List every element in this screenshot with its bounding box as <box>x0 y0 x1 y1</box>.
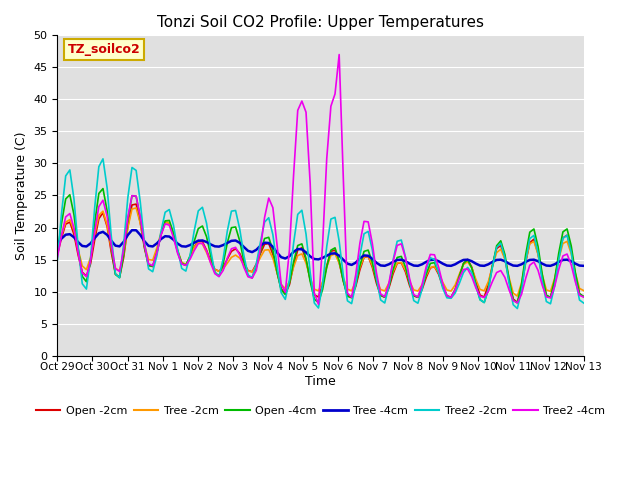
Tree2 -2cm <box>99 156 107 162</box>
Open -2cm <box>132 201 140 207</box>
Tree -4cm <box>54 240 61 246</box>
Tree2 -4cm <box>513 300 521 306</box>
Line: Open -4cm: Open -4cm <box>58 189 584 303</box>
Tree2 -2cm <box>273 263 281 268</box>
Open -2cm <box>273 270 281 276</box>
Open -2cm <box>509 296 517 302</box>
Line: Tree2 -4cm: Tree2 -4cm <box>58 55 584 304</box>
Open -4cm <box>563 226 571 232</box>
Tree2 -2cm <box>186 253 194 259</box>
Open -2cm <box>186 255 194 261</box>
Line: Tree -2cm: Tree -2cm <box>58 208 584 296</box>
Tree -2cm <box>331 251 339 257</box>
Tree2 -4cm <box>563 251 571 257</box>
Tree -2cm <box>186 255 194 261</box>
Tree -2cm <box>54 247 61 252</box>
Tree -2cm <box>273 269 281 275</box>
Y-axis label: Soil Temperature (C): Soil Temperature (C) <box>15 131 28 260</box>
Open -2cm <box>563 232 571 238</box>
Open -2cm <box>54 252 61 257</box>
Open -4cm <box>513 300 521 306</box>
Tree2 -4cm <box>331 91 339 97</box>
Title: Tonzi Soil CO2 Profile: Upper Temperatures: Tonzi Soil CO2 Profile: Upper Temperatur… <box>157 15 484 30</box>
Legend: Open -2cm, Tree -2cm, Open -4cm, Tree -4cm, Tree2 -2cm, Tree2 -4cm: Open -2cm, Tree -2cm, Open -4cm, Tree -4… <box>31 402 610 420</box>
X-axis label: Time: Time <box>305 375 336 388</box>
Tree2 -2cm <box>54 257 61 263</box>
Tree2 -2cm <box>509 302 517 308</box>
Tree2 -4cm <box>54 254 61 260</box>
Line: Tree2 -2cm: Tree2 -2cm <box>58 159 584 309</box>
Tree -2cm <box>563 239 571 244</box>
Line: Open -2cm: Open -2cm <box>58 204 584 302</box>
Open -4cm <box>54 250 61 255</box>
Tree -4cm <box>186 242 194 248</box>
Open -2cm <box>252 261 260 267</box>
Tree -2cm <box>252 263 260 269</box>
Open -4cm <box>99 186 107 192</box>
Tree2 -2cm <box>563 232 571 238</box>
Open -2cm <box>331 247 339 253</box>
Tree -4cm <box>331 251 339 256</box>
Tree2 -2cm <box>513 306 521 312</box>
Tree -2cm <box>132 205 140 211</box>
Tree2 -4cm <box>182 263 189 268</box>
Open -2cm <box>580 294 588 300</box>
Open -4cm <box>252 264 260 270</box>
Tree2 -4cm <box>248 275 256 281</box>
Tree -4cm <box>580 263 588 269</box>
Tree -4cm <box>252 247 260 252</box>
Tree2 -4cm <box>335 52 343 58</box>
Tree -4cm <box>273 250 281 255</box>
Text: TZ_soilco2: TZ_soilco2 <box>68 43 141 56</box>
Tree2 -4cm <box>580 294 588 300</box>
Tree -4cm <box>414 263 422 269</box>
Open -4cm <box>580 294 588 300</box>
Tree -4cm <box>563 257 571 263</box>
Tree2 -4cm <box>315 301 323 307</box>
Tree -2cm <box>513 293 521 299</box>
Tree2 -2cm <box>252 261 260 267</box>
Tree2 -2cm <box>331 215 339 220</box>
Open -4cm <box>273 269 281 275</box>
Open -4cm <box>186 253 194 259</box>
Open -4cm <box>331 245 339 251</box>
Line: Tree -4cm: Tree -4cm <box>58 230 584 266</box>
Tree -4cm <box>513 263 521 269</box>
Open -2cm <box>513 300 521 305</box>
Open -4cm <box>509 297 517 303</box>
Tree -4cm <box>128 228 136 233</box>
Tree2 -2cm <box>580 300 588 306</box>
Tree -2cm <box>580 288 588 293</box>
Tree2 -4cm <box>269 205 276 211</box>
Tree -2cm <box>509 290 517 296</box>
